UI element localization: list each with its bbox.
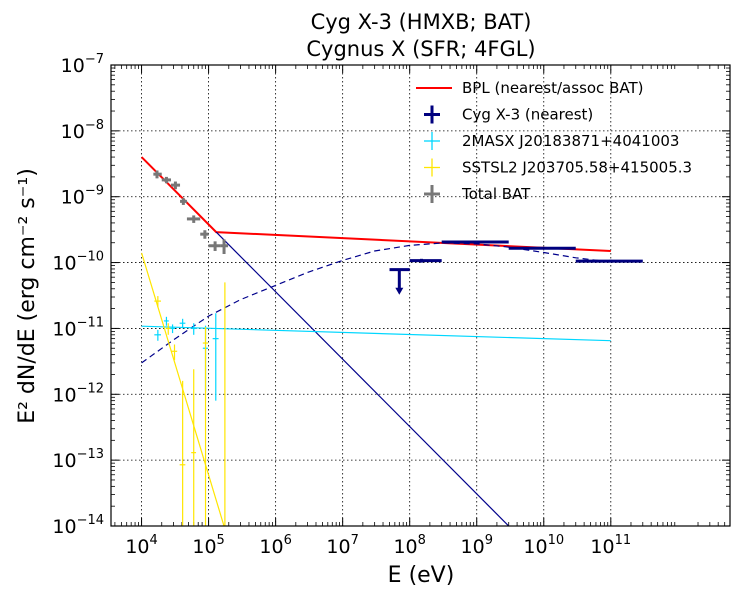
y-tick-label: 10−12 xyxy=(52,381,104,406)
data-point xyxy=(208,241,221,251)
data-point xyxy=(508,246,576,250)
plot-frame xyxy=(110,64,731,527)
x-tick-label: 106 xyxy=(259,533,291,558)
minor-ticks xyxy=(111,65,730,526)
legend-label: SSTSL2 J203705.58+415005.3 xyxy=(462,159,692,177)
series-1 xyxy=(389,240,643,295)
y-tick-label: 10−14 xyxy=(52,513,104,538)
data-point xyxy=(186,215,201,223)
data-point xyxy=(409,258,442,263)
legend-label: BPL (nearest/assoc BAT) xyxy=(462,79,643,97)
series-3 xyxy=(154,282,228,526)
data-point xyxy=(161,176,172,184)
grid xyxy=(111,65,730,526)
x-tick-label: 107 xyxy=(326,533,358,558)
model-line-1 xyxy=(215,231,510,526)
y-tick-label: 10−10 xyxy=(52,250,104,275)
data-series xyxy=(153,170,643,526)
data-point xyxy=(212,313,219,401)
data-point xyxy=(191,369,197,526)
y-tick-label: 10−8 xyxy=(61,118,104,143)
data-point xyxy=(180,198,187,205)
x-tick-label: 1010 xyxy=(523,533,564,558)
data-point xyxy=(154,296,162,308)
y-tick-label: 10−9 xyxy=(61,184,104,209)
x-tick-label: 1011 xyxy=(590,533,631,558)
data-point xyxy=(153,170,162,179)
legend-entry-4: Total BAT xyxy=(424,185,531,203)
data-point xyxy=(220,239,229,254)
plot-area xyxy=(111,65,730,526)
x-tick-label: 108 xyxy=(393,533,425,558)
data-point xyxy=(179,318,186,329)
legend-entry-0: BPL (nearest/assoc BAT) xyxy=(416,79,643,97)
x-tick-label: 109 xyxy=(461,533,493,558)
data-point xyxy=(171,344,178,361)
legend: BPL (nearest/assoc BAT) Cyg X-3 (nearest)… xyxy=(416,79,692,203)
upper-limit-arrowhead xyxy=(395,287,404,295)
chart-title: Cyg X-3 (HMXB; BAT) Cygnus X (SFR; 4FGL) xyxy=(306,10,535,61)
y-axis-label: E² dN/dE (erg cm⁻² s⁻¹) xyxy=(15,168,40,424)
legend-entry-2: 2MASX J20183871+4041003 xyxy=(424,132,679,150)
legend-entry-1: Cyg X-3 (nearest) xyxy=(424,105,593,124)
model-line-3 xyxy=(141,325,611,342)
legend-label: 2MASX J20183871+4041003 xyxy=(462,132,679,150)
legend-label: Total BAT xyxy=(461,185,531,203)
data-point xyxy=(202,327,209,526)
chart-title-line-2: Cygnus X (SFR; 4FGL) xyxy=(306,37,535,61)
data-point xyxy=(154,329,162,341)
series-0 xyxy=(153,170,229,254)
y-axis-ticks: 10−14 10−13 10−12 10−11 10−10 10−9 10−8 10−7 xyxy=(52,52,730,538)
legend-entry-3: SSTSL2 J203705.58+415005.3 xyxy=(424,158,692,177)
data-point xyxy=(200,230,209,239)
x-tick-label: 104 xyxy=(125,533,157,558)
data-point xyxy=(171,181,181,190)
y-tick-label: 10−11 xyxy=(52,315,104,340)
data-point xyxy=(575,259,643,263)
x-axis-label: E (eV) xyxy=(388,563,455,588)
legend-label: Cyg X-3 (nearest) xyxy=(462,106,593,124)
data-point xyxy=(389,268,410,295)
data-point xyxy=(163,316,169,326)
data-point xyxy=(222,282,228,526)
data-point xyxy=(169,324,175,334)
data-point xyxy=(441,240,509,244)
x-tick-label: 105 xyxy=(192,533,224,558)
data-point xyxy=(179,380,186,526)
model-line-2 xyxy=(141,242,611,364)
data-point xyxy=(165,323,171,335)
y-tick-label: 10−13 xyxy=(52,447,104,472)
data-point xyxy=(191,323,197,335)
y-tick-label: 10−7 xyxy=(61,52,104,77)
chart-title-line-1: Cyg X-3 (HMXB; BAT) xyxy=(311,10,532,34)
x-axis-ticks: 104 105 106 107 108 109 1010 1011 xyxy=(125,65,631,558)
